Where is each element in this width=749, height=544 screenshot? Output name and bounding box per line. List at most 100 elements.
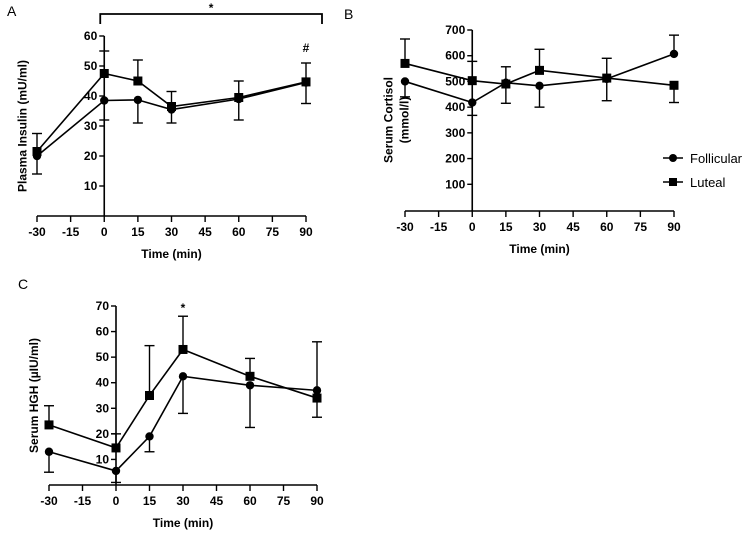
y-tick-label: 50 [96, 350, 110, 364]
y-tick-label: 40 [96, 376, 110, 390]
y-tick-label: 700 [445, 23, 465, 37]
data-point-luteal [602, 73, 612, 83]
data-point-luteal [167, 102, 176, 111]
x-tick-label: 0 [469, 220, 476, 234]
data-point-luteal [669, 80, 679, 90]
y-tick-label: 20 [84, 149, 98, 163]
x-tick-label: 15 [143, 494, 157, 508]
y-tick-label: 300 [445, 126, 465, 140]
series-line-follicular [404, 53, 675, 104]
significance-bracket [99, 13, 323, 24]
series-line-luteal [36, 72, 307, 153]
y-tick-label: 10 [96, 452, 110, 466]
y-tick-label: 400 [445, 100, 465, 114]
data-point-follicular [145, 432, 154, 441]
panel-label-b: B [344, 6, 353, 22]
x-tick-label: 60 [232, 225, 246, 239]
series-line-follicular [36, 81, 307, 157]
x-tick-label: 90 [667, 220, 681, 234]
y-tick-label: 10 [84, 179, 98, 193]
x-tick-label: 0 [101, 225, 108, 239]
x-tick-label: -30 [396, 220, 414, 234]
legend-follicular: Follicular [690, 151, 743, 166]
y-tick-label: 20 [96, 427, 110, 441]
y-tick-label: 60 [84, 29, 98, 43]
panel-b: -30 -15 0 15 30 45 60 75 90100200300400500600700… [381, 23, 681, 256]
data-point-luteal [32, 147, 42, 156]
data-point-follicular [312, 386, 322, 395]
y-axis-label: Plasma Insulin (mU/ml) [15, 60, 29, 192]
x-tick-label: -15 [62, 225, 80, 239]
x-tick-label: -15 [74, 494, 92, 508]
x-tick-label: 75 [266, 225, 280, 239]
y-tick-label: 30 [96, 401, 110, 415]
data-point-luteal [312, 393, 322, 403]
data-point-luteal [145, 391, 154, 400]
y-tick-label: 30 [84, 119, 98, 133]
y-axis-label: Serum HGH (µIU/ml) [27, 338, 41, 453]
data-point-luteal [245, 371, 255, 381]
panel-label-c: C [18, 276, 28, 292]
x-tick-label: 30 [165, 225, 179, 239]
x-tick-label: 75 [277, 494, 291, 508]
data-point-luteal [133, 76, 143, 86]
data-point-luteal [111, 443, 121, 453]
data-point-luteal [535, 65, 544, 75]
x-tick-label: 30 [533, 220, 547, 234]
data-point-follicular [669, 49, 679, 59]
series-line-luteal [404, 62, 675, 87]
significance-marker: * [209, 1, 214, 15]
data-point-follicular [133, 95, 143, 105]
data-point-luteal [400, 58, 410, 68]
y-tick-label: 600 [445, 49, 465, 63]
series-line-follicular [48, 375, 318, 472]
data-point-luteal [301, 77, 311, 87]
x-tick-label: 90 [299, 225, 313, 239]
y-axis-label: Serum Cortisol [381, 77, 395, 163]
x-axis-label: Time (min) [141, 247, 201, 261]
x-tick-label: 45 [210, 494, 224, 508]
data-point-follicular [178, 372, 188, 381]
panel-a: -30 -15 0 15 30 45 60 75 90 10 20 30 40 50 60 Time (min… [15, 1, 323, 261]
x-tick-label: 45 [566, 220, 580, 234]
data-point-luteal [234, 93, 244, 102]
y-tick-label: 50 [84, 59, 98, 73]
data-point-follicular [111, 466, 121, 476]
significance-marker: # [303, 41, 310, 55]
x-tick-label: 15 [131, 225, 145, 239]
data-point-luteal [467, 76, 477, 86]
data-point-follicular [468, 98, 477, 107]
data-point-follicular [535, 81, 544, 91]
y-tick-label: 200 [445, 152, 465, 166]
data-point-follicular [245, 381, 255, 390]
panel-c: -30 -15 0 15 30 45 60 75 90 10 20 30 40 50 60 70 Time (m… [27, 299, 324, 530]
legend-square-marker [669, 178, 677, 186]
significance-marker: * [181, 301, 186, 315]
series-line-luteal [48, 348, 318, 449]
x-tick-label: 0 [113, 494, 120, 508]
x-tick-label: 45 [198, 225, 212, 239]
legend: Follicular Luteal [663, 151, 743, 190]
y-tick-label: 40 [84, 89, 98, 103]
y-axis-label: (mmol/l) [397, 97, 411, 144]
x-axis-label: Time (min) [509, 242, 569, 256]
data-point-luteal [99, 69, 109, 78]
legend-luteal: Luteal [690, 175, 726, 190]
data-point-follicular [100, 96, 109, 105]
data-point-follicular [400, 77, 410, 86]
data-point-luteal [501, 79, 511, 89]
data-point-luteal [44, 420, 54, 430]
x-tick-label: 90 [310, 494, 324, 508]
y-tick-label: 60 [96, 325, 110, 339]
x-tick-label: 60 [243, 494, 257, 508]
x-axis-label: Time (min) [153, 516, 213, 530]
data-point-luteal [178, 344, 188, 354]
x-tick-label: -30 [40, 494, 58, 508]
x-tick-label: -15 [430, 220, 448, 234]
panel-label-a: A [7, 3, 17, 19]
y-tick-label: 100 [445, 177, 465, 191]
x-tick-label: 30 [176, 494, 190, 508]
x-tick-label: 75 [634, 220, 648, 234]
legend-circle-marker [669, 154, 677, 162]
